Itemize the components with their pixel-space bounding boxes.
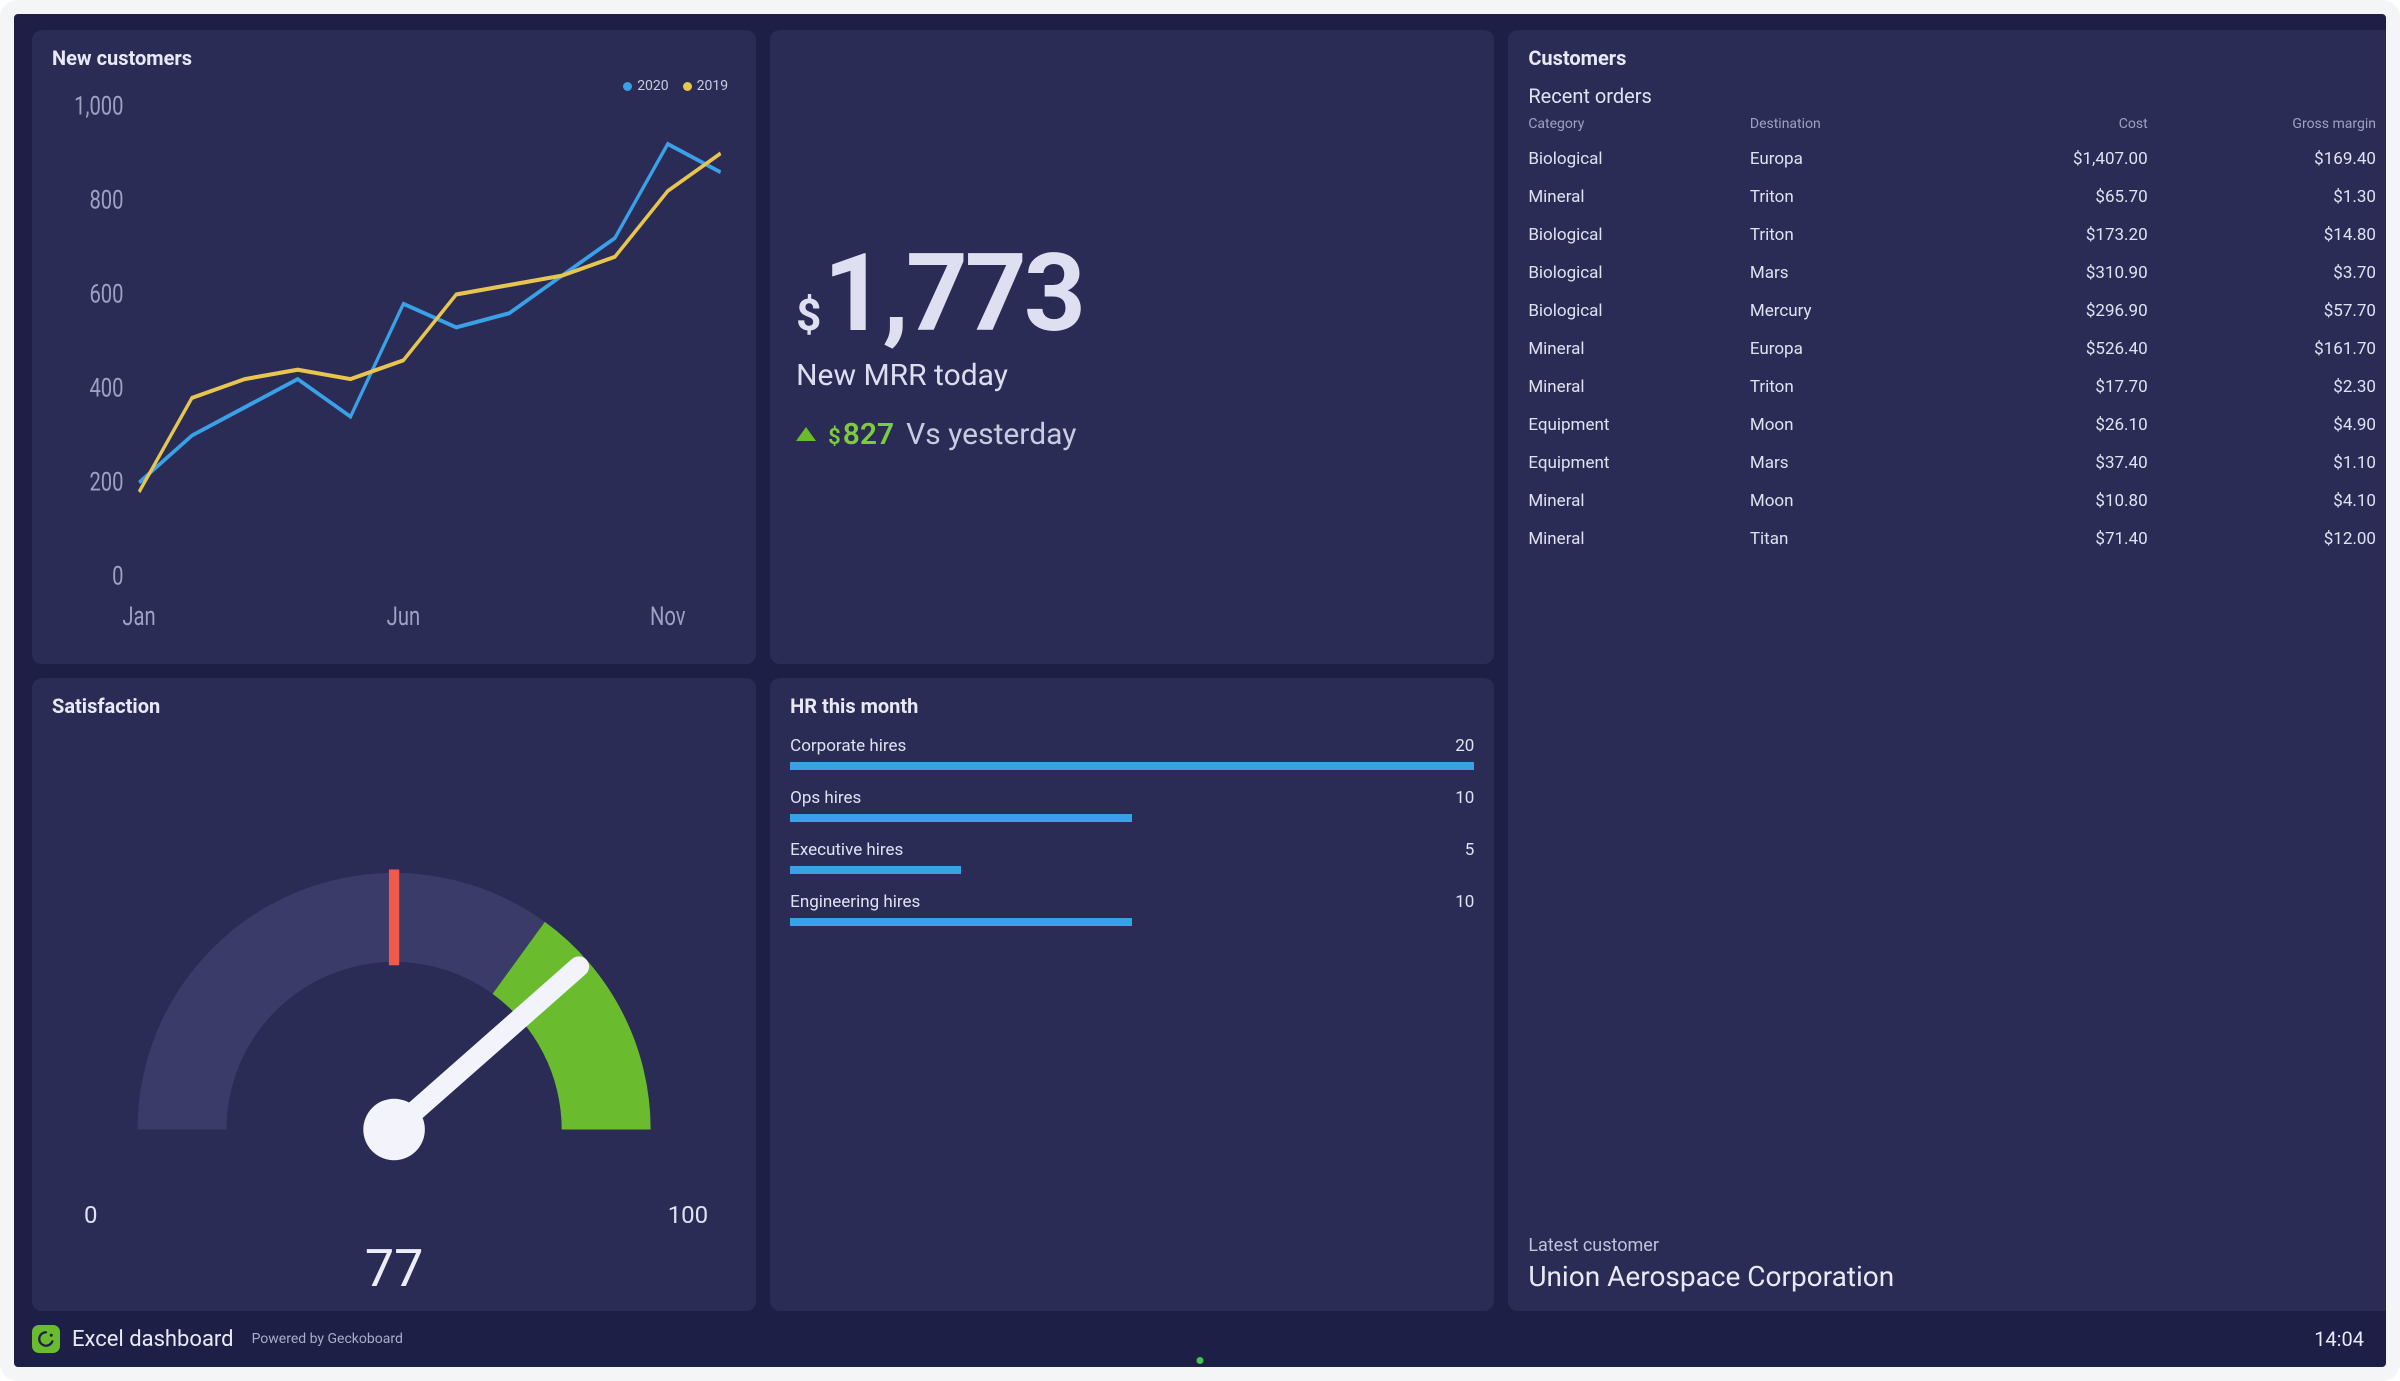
table-row: MineralMoon$10.80$4.10: [1528, 482, 2376, 520]
hr-row-bar: [790, 762, 1474, 770]
gauge-max: 100: [668, 1201, 708, 1229]
hr-row: Executive hires 5: [790, 840, 1474, 874]
gauge-min: 0: [84, 1201, 98, 1229]
mrr-currency: $: [796, 293, 821, 337]
power-led-icon: [1197, 1357, 1204, 1364]
footer-left: Excel dashboard Powered by Geckoboard: [32, 1325, 403, 1353]
svg-text:200: 200: [89, 466, 123, 497]
dashboard-frame: New customers 2020 2019 02004006008001,0…: [0, 0, 2400, 1381]
table-row: BiologicalMercury$296.90$57.70: [1528, 292, 2376, 330]
table-row: BiologicalMars$310.90$3.70: [1528, 254, 2376, 292]
hr-row-bar: [790, 866, 1474, 874]
hr-row-bar: [790, 918, 1474, 926]
legend-2019: 2019: [683, 78, 728, 94]
svg-text:Jan: Jan: [122, 601, 155, 632]
dashboard-grid: New customers 2020 2019 02004006008001,0…: [14, 14, 2386, 1317]
mrr-number: 1,773: [823, 240, 1082, 348]
new-customers-chart: 2020 2019 0 200 400 600 800 1,000 Jan Jun Nov: [52, 78, 736, 646]
table-row: BiologicalEuropa$1,407.00$169.40: [1528, 140, 2376, 178]
mrr-delta-amount: $827: [828, 417, 894, 452]
gauge-value: 77: [365, 1238, 423, 1299]
hr-row-label: Corporate hires: [790, 736, 906, 756]
svg-text:0: 0: [112, 560, 123, 591]
mrr-delta-label: Vs yesterday: [906, 417, 1076, 452]
hr-row-label: Executive hires: [790, 840, 903, 860]
gauge-svg: [52, 726, 736, 1294]
table-row: EquipmentMoon$26.10$4.90: [1528, 406, 2376, 444]
card-hr: HR this month Corporate hires 20 Ops hire…: [770, 678, 1494, 1312]
footer-powered: Powered by Geckoboard: [252, 1331, 403, 1347]
svg-text:Nov: Nov: [650, 601, 686, 632]
mrr-label: New MRR today: [796, 358, 1474, 393]
svg-text:800: 800: [89, 184, 123, 215]
hr-row-label: Engineering hires: [790, 892, 920, 912]
orders-col-header: Category: [1528, 112, 1750, 140]
svg-text:Jun: Jun: [387, 601, 420, 632]
card-satisfaction: Satisfaction 0 100 77: [32, 678, 756, 1312]
latest-customer-name: Union Aerospace Corporation: [1528, 1260, 2376, 1293]
line-chart-svg: 0 200 400 600 800 1,000 Jan Jun Nov: [52, 78, 736, 646]
latest-customer: Latest customer Union Aerospace Corporat…: [1528, 1223, 2376, 1293]
hr-row-value: 10: [1455, 892, 1474, 912]
hr-row: Engineering hires 10: [790, 892, 1474, 926]
orders-col-header: Gross margin: [2148, 112, 2376, 140]
hr-row-value: 5: [1465, 840, 1475, 860]
card-customers: Customers Recent orders CategoryDestinat…: [1508, 30, 2396, 1311]
satisfaction-gauge: 0 100 77: [52, 726, 736, 1294]
footer-clock: 14:04: [2314, 1327, 2364, 1351]
customers-title: Customers: [1528, 46, 2376, 70]
satisfaction-title: Satisfaction: [52, 694, 736, 718]
hr-rows: Corporate hires 20 Ops hires 10 Executive …: [790, 736, 1474, 926]
svg-text:400: 400: [89, 372, 123, 403]
table-row: EquipmentMars$37.40$1.10: [1528, 444, 2376, 482]
hr-row: Corporate hires 20: [790, 736, 1474, 770]
orders-table: CategoryDestinationCostGross margin Biol…: [1528, 112, 2376, 558]
hr-row: Ops hires 10: [790, 788, 1474, 822]
footer-title: Excel dashboard: [72, 1327, 234, 1352]
new-customers-legend: 2020 2019: [623, 78, 728, 94]
card-mrr: $ 1,773 New MRR today $827 Vs yesterday: [770, 30, 1494, 664]
table-row: MineralTitan$71.40$12.00: [1528, 520, 2376, 558]
geckoboard-logo-icon: [32, 1325, 60, 1353]
hr-row-bar: [790, 814, 1474, 822]
table-row: MineralEuropa$526.40$161.70: [1528, 330, 2376, 368]
orders-col-header: Destination: [1750, 112, 1944, 140]
legend-2020: 2020: [623, 78, 668, 94]
svg-text:1,000: 1,000: [74, 90, 123, 121]
svg-text:600: 600: [89, 278, 123, 309]
hr-title: HR this month: [790, 694, 1474, 718]
hr-row-value: 20: [1455, 736, 1474, 756]
arrow-up-icon: [796, 427, 816, 441]
hr-row-value: 10: [1455, 788, 1474, 808]
table-row: MineralTriton$17.70$2.30: [1528, 368, 2376, 406]
table-row: MineralTriton$65.70$1.30: [1528, 178, 2376, 216]
mrr-value: $ 1,773: [796, 240, 1474, 348]
orders-col-header: Cost: [1944, 112, 2148, 140]
mrr-delta: $827 Vs yesterday: [796, 417, 1474, 452]
customers-subtitle: Recent orders: [1528, 84, 2376, 108]
new-customers-title: New customers: [52, 46, 736, 70]
table-row: BiologicalTriton$173.20$14.80: [1528, 216, 2376, 254]
card-new-customers: New customers 2020 2019 0 200 400 600 800 1,0…: [32, 30, 756, 664]
latest-customer-label: Latest customer: [1528, 1235, 2376, 1256]
hr-row-label: Ops hires: [790, 788, 861, 808]
